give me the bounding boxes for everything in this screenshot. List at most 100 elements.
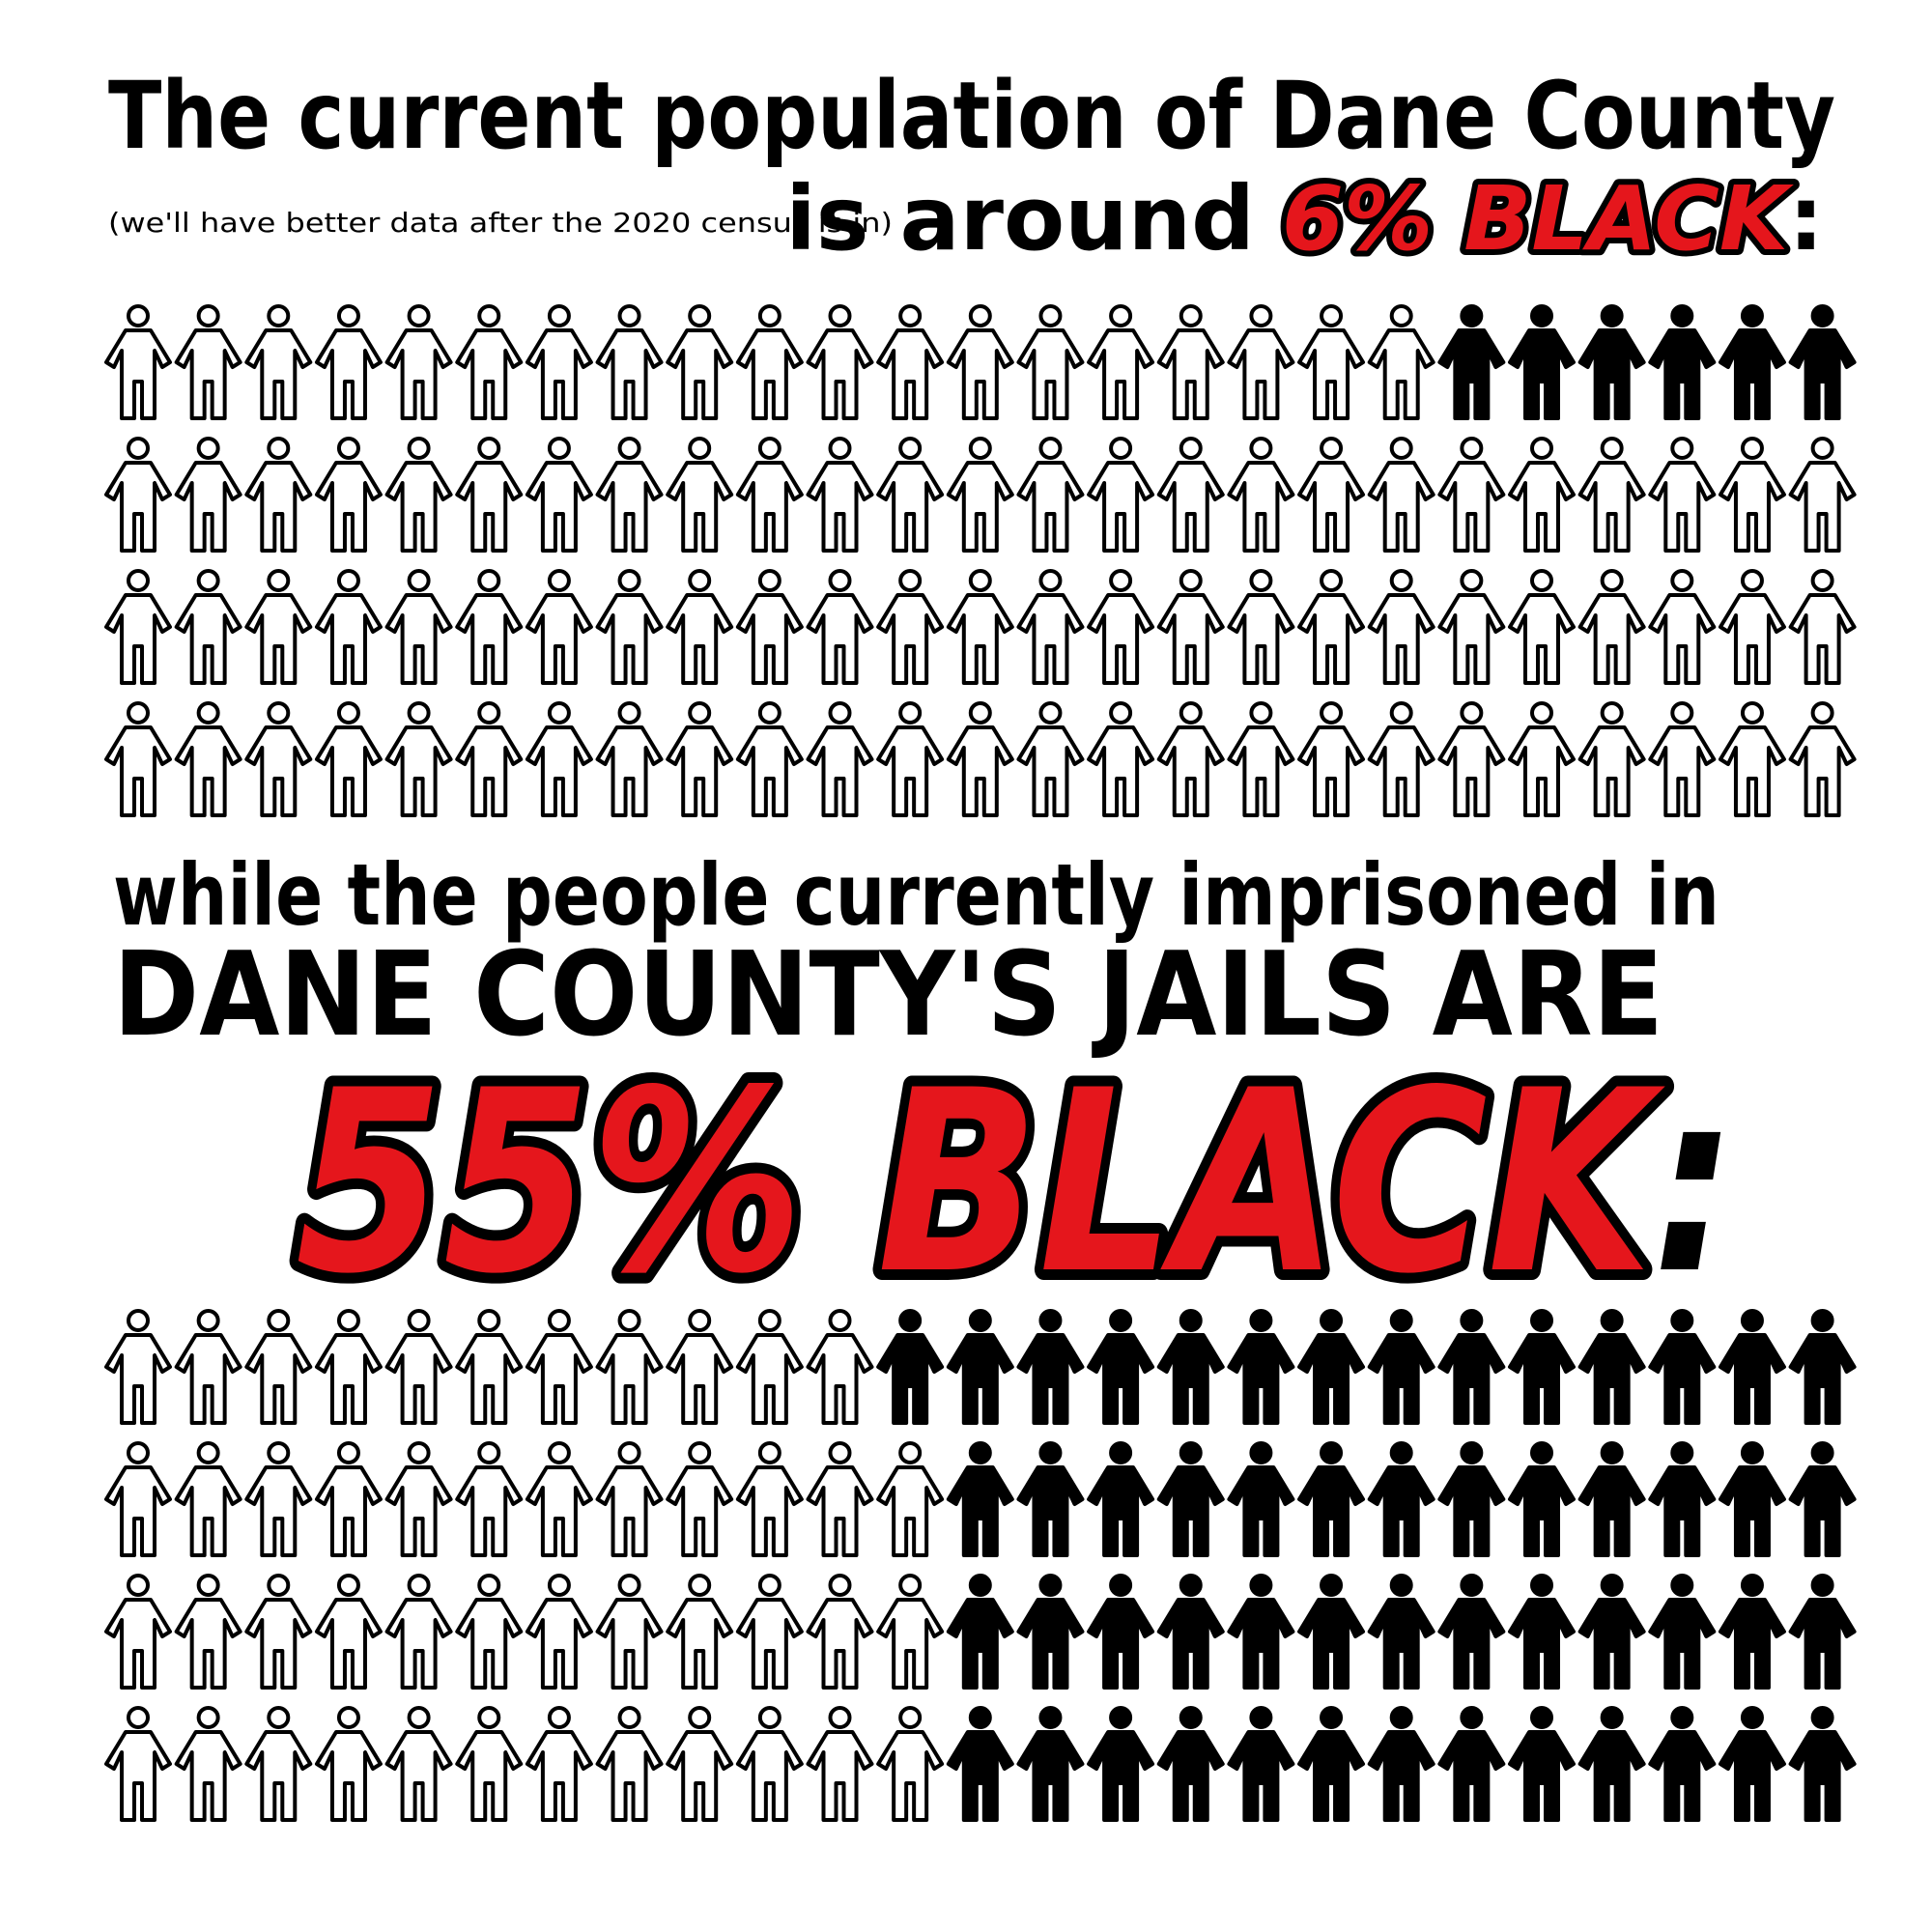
person-head [196,701,220,724]
person-body [244,461,313,553]
person-head [968,1706,992,1729]
person-icon [946,701,1014,817]
person-head [1038,1706,1063,1729]
person-body [1788,725,1857,817]
person-icon [1508,701,1576,817]
person-icon [1718,1574,1786,1690]
person-head [1460,1309,1484,1332]
person-head [477,569,501,592]
person-body [1367,461,1435,553]
person-icon [1577,701,1646,817]
person-head [1810,1574,1834,1597]
person-head [1530,569,1553,592]
person-body [244,1598,313,1690]
person-icon [104,701,172,817]
person-head [1389,1706,1413,1729]
person-head [196,1574,220,1597]
person-head [898,437,923,460]
person-head [1600,1706,1624,1729]
person-icon [174,304,242,420]
person-icon [735,304,804,420]
person-head [898,1309,923,1332]
pictographs [104,304,1857,1822]
person-body [595,328,664,420]
person-body [806,1465,874,1557]
person-head [547,1574,571,1597]
person-head [127,1706,150,1729]
person-head [477,701,501,724]
person-head [1389,437,1413,460]
person-head [1740,1441,1764,1464]
person-head [688,304,712,327]
person-icon [1437,1309,1506,1425]
person-icon [1577,437,1646,553]
person-icon [1718,1441,1786,1557]
person-icon [384,1309,453,1425]
person-icon [1788,1706,1857,1822]
person-body [1227,1465,1295,1557]
suffix: : [1788,167,1824,270]
person-body [174,1598,242,1690]
person-body [666,461,734,553]
person-head [1109,437,1133,460]
person-head [1320,569,1344,592]
person-body [876,1333,945,1425]
person-icon [1718,569,1786,685]
person-body [595,1465,664,1557]
person-head [196,304,220,327]
person-body [1016,1465,1085,1557]
person-head [1740,1574,1764,1597]
person-head [1320,1441,1344,1464]
person-icon [666,1574,734,1690]
person-body [1648,725,1717,817]
person-body [104,328,172,420]
person-icon [244,569,313,685]
highlight: 6% BLACK [1282,167,1794,270]
person-icon [666,1706,734,1822]
person-icon [1367,1706,1435,1822]
person-body [104,1730,172,1822]
person-icon [104,1706,172,1822]
person-icon [1227,304,1295,420]
person-icon [1156,1441,1225,1557]
person-head [407,1574,431,1597]
person-head [1249,701,1273,724]
person-body [1297,1465,1366,1557]
person-body [455,1730,524,1822]
person-body [174,1465,242,1557]
person-body [876,328,945,420]
person-icon [876,1441,945,1557]
person-body [806,1333,874,1425]
person-body [1508,1598,1576,1690]
person-icon [595,1309,664,1425]
person-icon [244,1441,313,1557]
person-head [688,1309,712,1332]
person-head [336,701,360,724]
person-icon [1297,1309,1366,1425]
person-body [946,1730,1014,1822]
person-icon [104,304,172,420]
person-icon [1156,1309,1225,1425]
person-icon [946,1441,1014,1557]
person-head [1460,304,1484,327]
person-body [876,461,945,553]
person-icon [1227,1574,1295,1690]
person-body [946,1465,1014,1557]
person-body [876,593,945,685]
person-icon [1788,569,1857,685]
person-body [1087,1598,1155,1690]
person-head [1670,437,1694,460]
person-head [828,569,852,592]
person-head [1038,437,1063,460]
person-icon [595,1706,664,1822]
person-head [1810,701,1834,724]
person-body [244,725,313,817]
person-icon [1577,1706,1646,1822]
person-icon [1367,701,1435,817]
person-head [1530,1574,1553,1597]
person-icon [735,437,804,553]
person-head [547,437,571,460]
person-icon [666,701,734,817]
person-icon [595,1574,664,1690]
person-body [1648,1333,1717,1425]
